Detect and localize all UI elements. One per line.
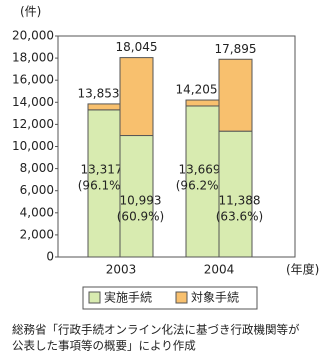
y-tick-label: 0 xyxy=(46,250,54,264)
value-label: 13,317 xyxy=(81,163,123,177)
x-tick-label: 2003 xyxy=(106,263,137,277)
y-tick-label: 10,000 xyxy=(12,139,54,153)
y-tick-label: 8,000 xyxy=(20,161,54,175)
y-tick-label: 2,000 xyxy=(20,227,54,241)
share-label: (60.9%) xyxy=(117,210,164,224)
share-label: (96.1%) xyxy=(78,179,125,193)
source-note: 公表した事項等の概要」により作成 xyxy=(12,339,196,353)
y-tick-label: 12,000 xyxy=(12,117,54,131)
share-label: (96.2%) xyxy=(176,179,223,193)
value-label: 10,993 xyxy=(120,194,162,208)
value-label: 11,388 xyxy=(219,194,261,208)
y-tick-label: 20,000 xyxy=(12,29,54,43)
bar-segment xyxy=(218,58,253,132)
x-tick-label: 2004 xyxy=(204,263,235,277)
y-tick-label: 14,000 xyxy=(12,95,54,109)
total-label: 17,895 xyxy=(215,42,257,56)
share-label: (63.6%) xyxy=(216,210,263,224)
x-unit: (年度) xyxy=(286,262,319,277)
legend-frame xyxy=(82,286,258,310)
bar-segment xyxy=(87,103,122,111)
legend-label: 実施手続 xyxy=(104,290,152,305)
legend-swatch xyxy=(175,291,188,304)
legend-label: 対象手続 xyxy=(191,291,239,305)
y-tick-label: 4,000 xyxy=(20,205,54,219)
source-note: 総務省「行政手続オンライン化法に基づき行政機関等が xyxy=(12,323,300,337)
total-label: 14,205 xyxy=(176,83,218,97)
bar-segment xyxy=(119,57,154,137)
total-label: 13,853 xyxy=(78,86,120,100)
y-tick-label: 6,000 xyxy=(20,183,54,197)
total-label: 18,045 xyxy=(116,40,158,54)
value-label: 13,669 xyxy=(179,163,221,177)
y-unit: (件) xyxy=(20,5,41,19)
bar-segment xyxy=(185,99,220,107)
y-tick-label: 18,000 xyxy=(12,51,54,65)
y-tick-label: 16,000 xyxy=(12,73,54,87)
legend-swatch xyxy=(88,291,101,304)
